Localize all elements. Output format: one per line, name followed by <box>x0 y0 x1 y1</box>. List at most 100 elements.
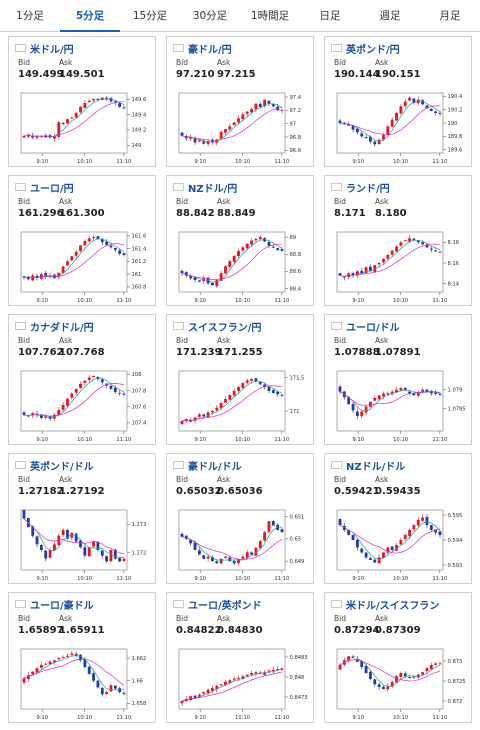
mini-chart[interactable]: 9:10 10:10 11:10 1.079 1.0785 <box>325 365 471 444</box>
pair-link[interactable]: カナダドル/円 <box>30 322 94 334</box>
gb-flag-icon <box>331 44 342 52</box>
rate-card[interactable]: 米ドル/スイスフラン Bid Ask 0.87294 0.87309 9:10 1… <box>324 592 472 723</box>
mini-chart[interactable]: 9:10 10:10 11:10 8.18 8.16 8.14 <box>325 226 471 305</box>
ask-label: Ask <box>217 475 231 484</box>
candle-body <box>245 552 249 558</box>
candle-body <box>395 545 398 551</box>
mini-chart[interactable]: 9:10 10:10 11:10 171.5 171 <box>167 365 313 444</box>
tab-timeframe[interactable]: 30分足 <box>192 10 228 22</box>
candle-body <box>386 393 390 395</box>
candle-body <box>438 663 442 665</box>
candle-body <box>197 414 201 417</box>
rate-card[interactable]: 豪ドル/ドル Bid Ask 0.65032 0.65036 9:10 10:10… <box>166 453 314 584</box>
x-tick-label: 9:10 <box>352 437 364 443</box>
mini-chart[interactable]: 9:10 10:10 11:10 1.662 1.66 1.658 <box>9 643 155 722</box>
mini-chart[interactable]: 9:10 10:10 11:10 0.651 0.65 0.649 <box>167 504 313 583</box>
rate-card[interactable]: 英ポンド/円 Bid Ask 190.144 190.151 9:10 10:10… <box>324 36 472 167</box>
mini-chart[interactable]: 9:10 10:10 11:10 0.873 0.8725 0.872 <box>325 643 471 722</box>
pair-link[interactable]: 英ポンド/ドル <box>30 461 94 473</box>
pair-link[interactable]: 英ポンド/円 <box>346 44 400 56</box>
mini-chart[interactable]: 9:10 10:10 11:10 108 107.8 107.6 107.4 <box>9 365 155 444</box>
candle-body <box>347 656 351 661</box>
pair-link[interactable]: 豪ドル/ドル <box>188 461 242 473</box>
tab-timeframe[interactable]: 月足 <box>439 10 461 22</box>
candle-body <box>96 98 100 100</box>
mini-chart[interactable]: 9:10 10:10 11:10 97.4 97.2 97 96.8 96.6 <box>167 87 313 166</box>
candle-body <box>48 661 52 665</box>
x-tick-label: 9:10 <box>352 576 364 582</box>
candle-body <box>113 685 117 689</box>
candle-body <box>35 275 39 278</box>
mini-chart[interactable]: 9:10 10:10 11:10 161.6 161.4 161.2 161 160.8 <box>9 226 155 305</box>
rate-card[interactable]: ランド/円 Bid Ask 8.171 8.180 9:10 10:10 11:10… <box>324 175 472 306</box>
y-tick-label: 0.65 <box>290 537 302 543</box>
candle-body <box>338 665 342 670</box>
bid-label: Bid <box>334 475 346 484</box>
pair-link[interactable]: ユーロ/円 <box>30 183 74 195</box>
tab-timeframe[interactable]: 1分足 <box>16 10 44 22</box>
tab-timeframe[interactable]: 15分足 <box>132 10 168 22</box>
y-tick-label: 0.651 <box>290 514 305 520</box>
candle-body <box>193 138 197 143</box>
candle-body <box>35 668 39 673</box>
candle-body <box>237 677 240 679</box>
x-tick-label: 10:10 <box>235 437 250 443</box>
rate-card[interactable]: 米ドル/円 Bid Ask 149.499 149.501 9:10 10:10 1… <box>8 36 156 167</box>
rate-card[interactable]: NZドル/ドル Bid Ask 0.59421 0.59435 9:10 10:1… <box>324 453 472 584</box>
bid-label: Bid <box>176 475 188 484</box>
mini-chart[interactable]: 9:10 10:10 11:10 190.4 190.2 190 189.8 189.6 <box>325 87 471 166</box>
mini-chart[interactable]: 9:10 10:10 11:10 1.273 1.272 <box>9 504 155 583</box>
pair-link[interactable]: 米ドル/円 <box>30 44 74 56</box>
y-tick-label: 189.8 <box>448 134 463 140</box>
candle-body <box>263 532 267 541</box>
rate-card[interactable]: ユーロ/円 Bid Ask 161.296 161.300 9:10 10:10 1… <box>8 175 156 306</box>
mini-chart[interactable]: 9:10 10:10 11:10 89 88.8 88.6 88.4 <box>167 226 313 305</box>
candle-body <box>197 694 201 697</box>
pair-link[interactable]: ランド/円 <box>346 183 390 195</box>
tab-timeframe[interactable]: 1時間足 <box>250 10 290 22</box>
candle-body <box>83 547 87 556</box>
candle-body <box>408 97 411 101</box>
ma-long-line <box>23 658 125 686</box>
rate-card[interactable]: カナダドル/円 Bid Ask 107.762 107.768 9:10 10:1… <box>8 314 156 445</box>
ask-label: Ask <box>59 475 73 484</box>
tab-timeframe[interactable]: 日足 <box>319 10 341 22</box>
tab-timeframe[interactable]: 週足 <box>379 10 401 22</box>
rate-card[interactable]: NZドル/円 Bid Ask 88.842 88.849 9:10 10:10 11… <box>166 175 314 306</box>
pair-link[interactable]: NZドル/円 <box>188 183 238 195</box>
candle-body <box>408 677 411 679</box>
rate-card[interactable]: 英ポンド/ドル Bid Ask 1.27182 1.27192 9:10 10:1… <box>8 453 156 584</box>
rate-card[interactable]: ユーロ/豪ドル Bid Ask 1.65897 1.65911 9:10 10:1… <box>8 592 156 723</box>
pair-link[interactable]: ユーロ/ドル <box>346 322 400 334</box>
y-tick-label: 107.4 <box>132 421 148 427</box>
mini-chart[interactable]: 9:10 10:10 11:10 149.6 149.4 149.2 149 <box>9 87 155 166</box>
mini-chart[interactable]: 9:10 10:10 11:10 0.8485 0.848 0.8475 <box>167 643 313 722</box>
candle-body <box>373 398 377 401</box>
candle-body <box>22 412 26 415</box>
pair-link[interactable]: 米ドル/スイスフラン <box>346 600 440 612</box>
bid-label: Bid <box>18 58 30 67</box>
pair-link[interactable]: ユーロ/豪ドル <box>30 600 94 612</box>
rate-card[interactable]: スイスフラン/円 Bid Ask 171.239 171.255 9:10 10:… <box>166 314 314 445</box>
candle-body <box>100 687 104 695</box>
rate-card[interactable]: ユーロ/ドル Bid Ask 1.07888 1.07891 9:10 10:10… <box>324 314 472 445</box>
pair-link[interactable]: 豪ドル/円 <box>188 44 232 56</box>
card-header: ユーロ/英ポンド <box>173 597 262 612</box>
rate-card[interactable]: 豪ドル/円 Bid Ask 97.210 97.215 9:10 10:10 11:… <box>166 36 314 167</box>
ask-value: 1.27192 <box>59 486 105 497</box>
pair-link[interactable]: NZドル/ドル <box>346 461 406 473</box>
tab-timeframe[interactable]: 5分足 <box>60 0 120 32</box>
candle-body <box>263 384 267 387</box>
mini-chart[interactable]: 9:10 10:10 11:10 0.595 0.594 0.593 <box>325 504 471 583</box>
candle-body <box>369 266 372 272</box>
bid-label: Bid <box>176 197 188 206</box>
pair-link[interactable]: ユーロ/英ポンド <box>188 600 262 612</box>
candle-body <box>105 692 109 695</box>
candle-body <box>79 540 82 548</box>
x-tick-label: 10:10 <box>77 159 92 165</box>
rate-card[interactable]: ユーロ/英ポンド Bid Ask 0.84822 0.84830 9:10 10:… <box>166 592 314 723</box>
y-tick-label: 108 <box>132 372 142 378</box>
candle-body <box>122 692 126 694</box>
pair-link[interactable]: スイスフラン/円 <box>188 322 262 334</box>
candle-body <box>122 253 126 255</box>
